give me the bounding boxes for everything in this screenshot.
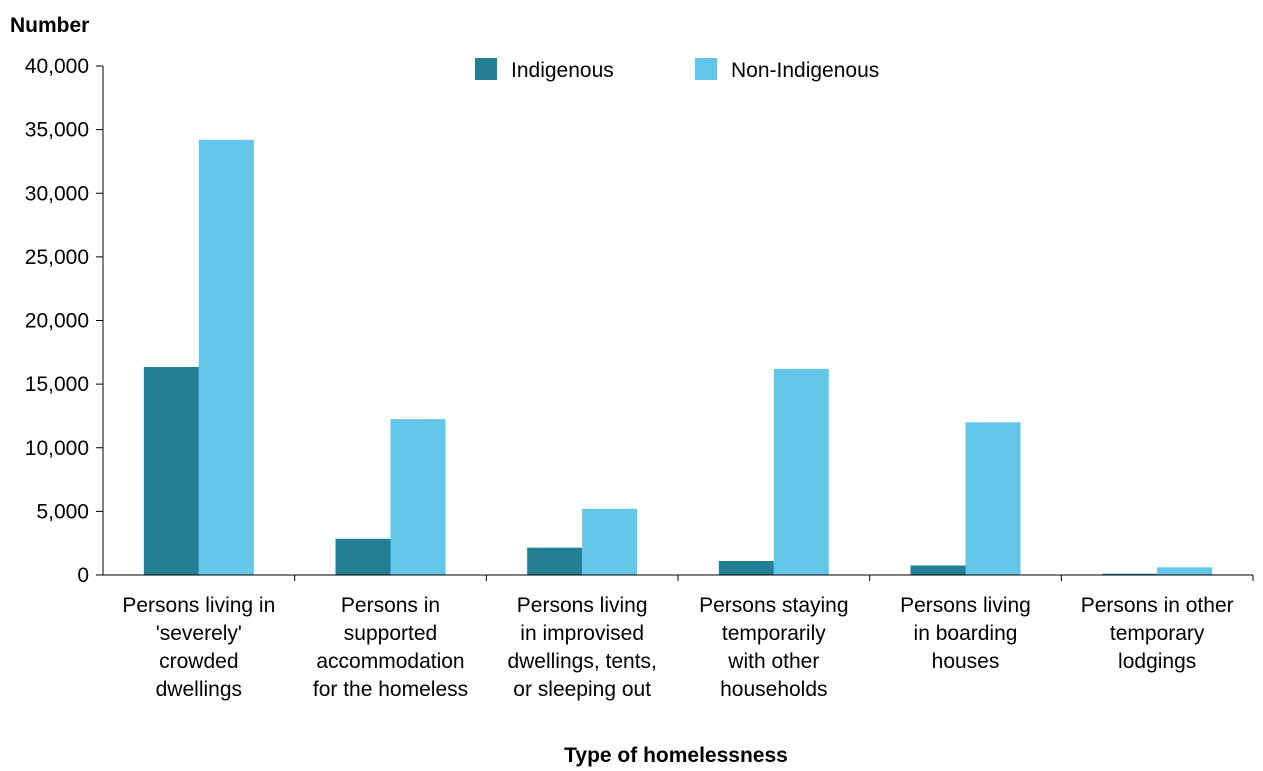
bar-non-indigenous [582, 508, 638, 575]
legend-swatch [475, 58, 497, 80]
y-tick-label: 15,000 [25, 373, 89, 396]
bar-non-indigenous [198, 139, 254, 575]
y-tick-label: 30,000 [25, 182, 89, 205]
x-category-label: Persons staying temporarily with other hous… [699, 594, 848, 701]
y-tick-label: 5,000 [36, 500, 89, 523]
legend-label: Indigenous [511, 59, 614, 82]
x-category-label: Persons in other temporary lodgings [1081, 594, 1234, 673]
y-axis-title: Number [10, 14, 89, 37]
bar-non-indigenous [1157, 567, 1213, 575]
x-category-label: Persons in supported accommodation for the … [313, 594, 468, 701]
y-tick-label: 0 [77, 564, 89, 587]
x-axis-title: Type of homelessness [564, 744, 788, 767]
x-axis: Persons living in'severely' crowded dwelli… [122, 575, 1254, 701]
y-tick-label: 40,000 [25, 55, 89, 78]
bars [143, 139, 1213, 575]
x-category-label: Persons living in'severely' crowded dwelli… [122, 594, 275, 701]
bar-indigenous [718, 561, 774, 575]
bar-non-indigenous [390, 419, 446, 575]
x-category-label: Persons living in improvised dwellings, te… [507, 594, 656, 701]
x-category-label: Persons living in boarding houses [900, 594, 1031, 673]
y-axis: 0 5,000 10,000 15,000 20,000 25,000 30,000 35,0… [25, 55, 103, 587]
y-tick-label: 10,000 [25, 437, 89, 460]
bar-indigenous [527, 547, 583, 575]
legend-swatch [695, 58, 717, 80]
bar-non-indigenous [965, 422, 1021, 575]
bar-indigenous [143, 366, 199, 575]
bar-indigenous [335, 538, 391, 575]
legend: Indigenous Non-Indigenous [475, 58, 879, 82]
legend-label: Non-Indigenous [731, 59, 879, 82]
y-tick-label: 35,000 [25, 119, 89, 142]
y-tick-label: 25,000 [25, 246, 89, 269]
bar-non-indigenous [773, 368, 829, 575]
y-tick-label: 20,000 [25, 310, 89, 333]
bar-indigenous [1102, 573, 1158, 575]
bar-indigenous [910, 565, 966, 575]
